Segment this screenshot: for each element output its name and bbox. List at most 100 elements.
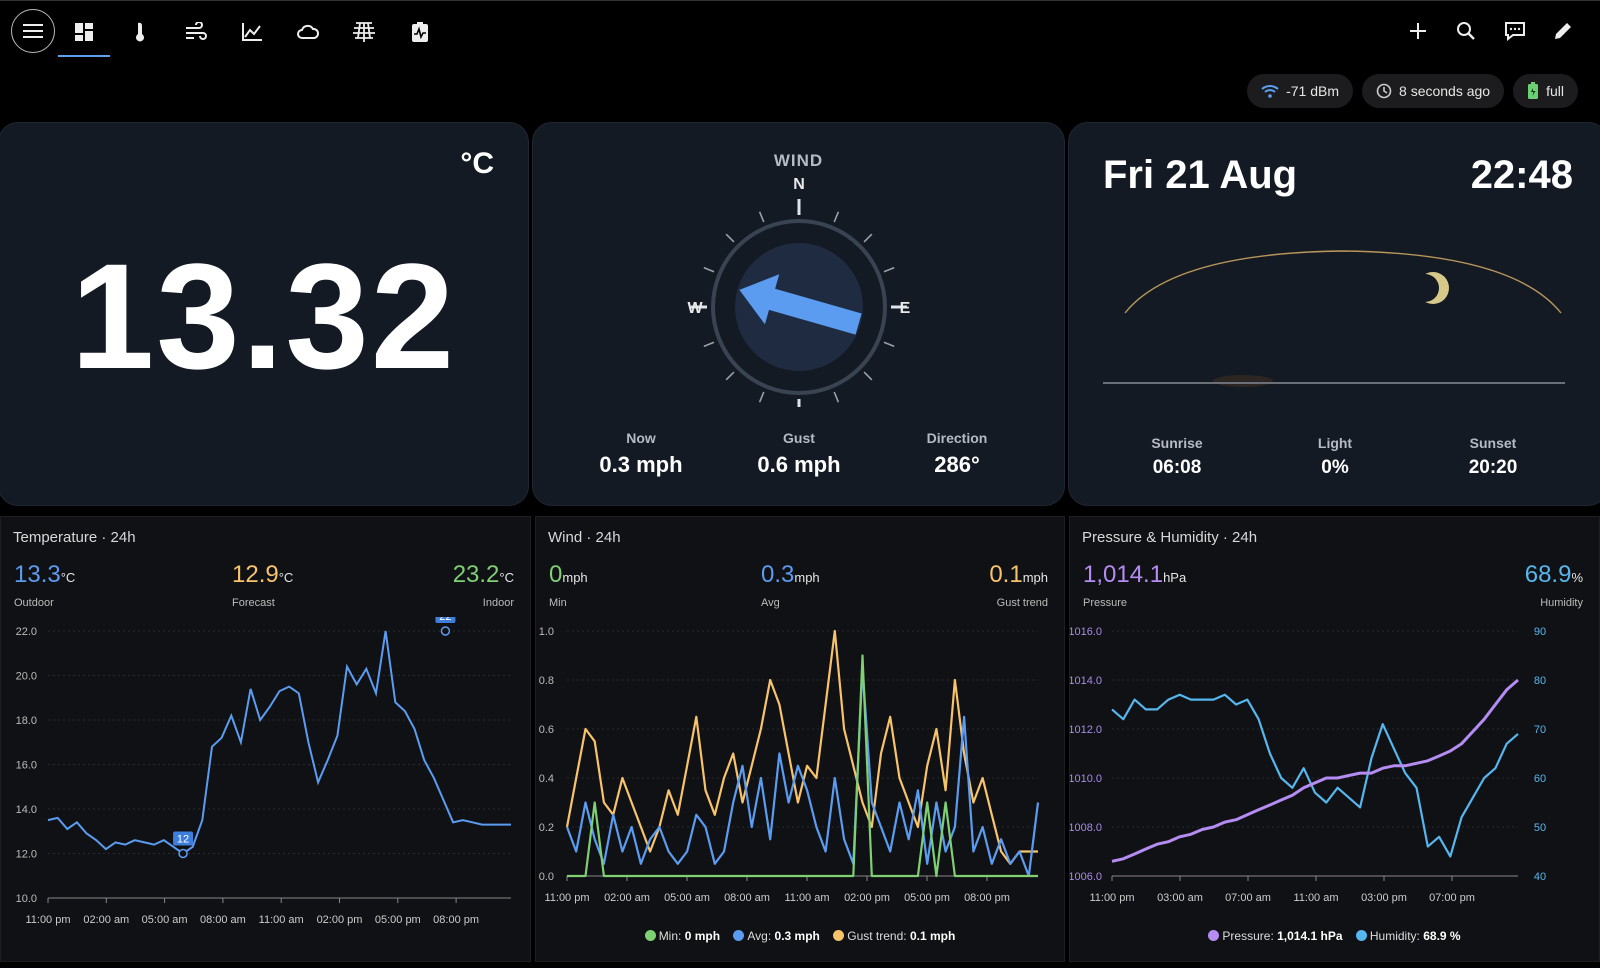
wind-direction: Direction 286°: [877, 430, 1037, 478]
sunrise: Sunrise 06:08: [1097, 435, 1257, 479]
compass-tick: [758, 211, 765, 223]
legend-avg[interactable]: Avg: 0.3 mph: [733, 929, 820, 943]
outdoor-value: 13.3: [14, 561, 61, 588]
legend-pressure[interactable]: Pressure: 1,014.1 hPa: [1208, 929, 1343, 943]
wind-min-stat: 0mph Min: [549, 561, 588, 609]
y-tick-label: 0.8: [539, 675, 554, 687]
annotation-box: [435, 617, 456, 623]
wind-chart-panel[interactable]: Wind · 24h 0mph Min 0.3mph Avg 0.1mph Gu…: [535, 516, 1065, 962]
temperature-card[interactable]: °C 13.32: [0, 122, 529, 506]
wind-gust-stat: 0.1mph Gust trend: [989, 561, 1048, 609]
humidity-unit: %: [1571, 570, 1583, 585]
pressure-humidity-panel[interactable]: Pressure & Humidity · 24h 1,014.1hPa Pre…: [1069, 516, 1600, 962]
x-tick-label: 08:00 am: [200, 914, 246, 926]
legend-humidity[interactable]: Humidity: 68.9 %: [1355, 929, 1461, 943]
y-tick-label-right: 60: [1534, 773, 1546, 785]
datetime-card[interactable]: Fri 21 Aug 22:48 Sunrise 06:08 Light 0% …: [1068, 122, 1600, 506]
battery-badge[interactable]: full: [1513, 74, 1578, 108]
wind-now-value: 0.3 mph: [599, 452, 683, 477]
temperature-chart-panel[interactable]: Temperature · 24h 13.3°C Outdoor 12.9°C …: [0, 516, 531, 962]
tab-forecast[interactable]: [280, 7, 336, 57]
y-tick-label: 14.0: [16, 804, 37, 816]
y-tick-label-right: 90: [1534, 626, 1546, 638]
compass-tick: [863, 233, 873, 243]
compass-tick: [703, 341, 715, 348]
series-min-line: [567, 654, 1038, 878]
outdoor-stat: 13.3°C Outdoor: [14, 561, 75, 609]
annotation-point: [178, 848, 188, 859]
temperature-unit: °C: [460, 147, 494, 180]
compass-tick: [883, 341, 895, 348]
sunset-value: 20:20: [1468, 457, 1518, 478]
outdoor-unit: °C: [60, 570, 76, 585]
cloud-icon: [297, 24, 320, 39]
tab-charts[interactable]: [224, 7, 280, 57]
x-tick-label: 02:00 pm: [317, 914, 363, 926]
tab-temperature[interactable]: [112, 7, 168, 57]
updated-value: 8 seconds ago: [1399, 83, 1491, 99]
chat-icon: [1505, 22, 1525, 41]
x-tick-label: 07:00 am: [1225, 892, 1271, 904]
y-tick-label-right: 70: [1534, 724, 1546, 736]
tab-wind[interactable]: [168, 7, 224, 57]
battery-icon: [1528, 82, 1539, 99]
outdoor-label: Outdoor: [14, 597, 54, 609]
tab-dashboard[interactable]: [56, 7, 112, 57]
y-tick-label-left: 1008.0: [1070, 822, 1102, 834]
x-tick-label: 03:00 pm: [1361, 892, 1407, 904]
y-tick-label: 0.6: [539, 724, 554, 736]
series-gust-line: [565, 629, 1038, 865]
series-pressure-line: [1111, 678, 1519, 863]
wind-avg-unit: mph: [794, 570, 820, 585]
assist-button[interactable]: [1495, 11, 1535, 51]
y-tick-label-left: 1014.0: [1070, 675, 1102, 687]
wind-gust-label: Gust: [783, 430, 815, 446]
legend-humidity-label: Humidity:: [1369, 929, 1420, 943]
tab-solar[interactable]: [336, 7, 392, 57]
compass-tick: [725, 371, 735, 381]
search-icon: [1457, 22, 1475, 40]
indoor-value: 23.2: [452, 561, 500, 588]
menu-button[interactable]: [11, 9, 55, 53]
x-tick-label: 02:00 am: [604, 892, 650, 904]
legend-min-value: 0 mph: [684, 929, 721, 943]
signal-badge[interactable]: -71 dBm: [1247, 74, 1354, 108]
pressure-value: 1,014.1: [1083, 561, 1164, 588]
wind-arrow-shape: [739, 274, 862, 335]
solar-panel-icon: [353, 22, 375, 42]
compass-tick: [833, 211, 840, 223]
legend-gust-dot: [833, 930, 845, 941]
x-tick-label: 11:00 am: [259, 914, 304, 926]
wifi-icon: [1261, 85, 1279, 98]
updated-badge[interactable]: 8 seconds ago: [1362, 74, 1505, 108]
wind-avg-value: 0.3: [761, 561, 795, 588]
forecast-stat: 12.9°C Forecast: [232, 561, 293, 609]
wind-direction-value: 286°: [934, 452, 980, 477]
temperature-value: 13.32: [70, 232, 457, 400]
annotation-box: [173, 831, 194, 846]
wind-gust-trend-value: 0.1: [989, 561, 1023, 588]
y-tick-label: 16.0: [16, 760, 37, 772]
wind-now: Now 0.3 mph: [561, 430, 721, 478]
legend-min[interactable]: Min: 0 mph: [644, 929, 721, 943]
x-tick-label: 11:00 pm: [544, 892, 589, 904]
legend-avg-dot: [733, 930, 745, 941]
x-tick-label: 08:00 am: [724, 892, 770, 904]
sunset: Sunset 20:20: [1413, 435, 1573, 479]
wind-avg-label: Avg: [761, 597, 780, 609]
legend-humidity-dot: [1355, 930, 1367, 941]
search-button[interactable]: [1446, 11, 1486, 51]
wind-gust: Gust 0.6 mph: [719, 430, 879, 478]
edit-button[interactable]: [1543, 11, 1583, 51]
sunrise-value: 06:08: [1152, 457, 1202, 478]
x-tick-label: 11:00 pm: [1089, 892, 1134, 904]
annotation-point: [440, 626, 451, 636]
temperature-chart-title: Temperature · 24h: [13, 529, 136, 546]
wind-card[interactable]: WIND N E S W Now 0.3 mph Gust 0.6 mph Di…: [532, 122, 1065, 506]
y-tick-label-left: 1012.0: [1070, 724, 1102, 736]
tab-health[interactable]: [392, 7, 448, 57]
sun-arc: [1103, 250, 1565, 387]
add-button[interactable]: [1398, 11, 1438, 51]
legend-gust[interactable]: Gust trend: 0.1 mph: [833, 929, 955, 943]
x-tick-label: 03:00 am: [1157, 892, 1203, 904]
